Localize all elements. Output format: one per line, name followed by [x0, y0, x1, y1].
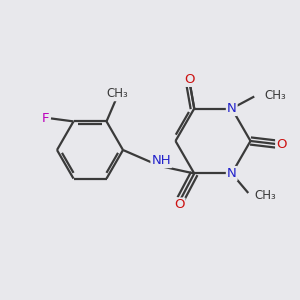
Text: O: O — [276, 137, 287, 151]
Text: N: N — [227, 167, 237, 180]
Text: O: O — [174, 199, 184, 212]
Text: CH₃: CH₃ — [106, 87, 128, 100]
Text: NH: NH — [152, 154, 171, 167]
Text: CH₃: CH₃ — [254, 190, 276, 202]
Text: CH₃: CH₃ — [265, 88, 286, 101]
Text: N: N — [227, 102, 237, 115]
Text: O: O — [184, 73, 195, 86]
Text: F: F — [41, 112, 49, 125]
